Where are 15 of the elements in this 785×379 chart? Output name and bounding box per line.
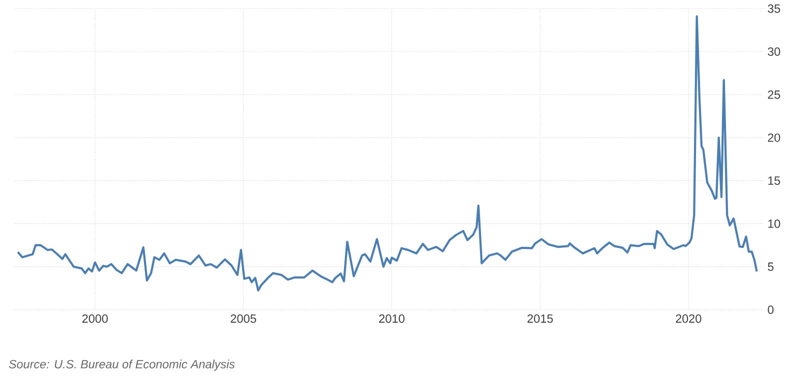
x-tick-label: 2000: [82, 314, 108, 323]
y-tick-label: 10: [768, 219, 780, 228]
x-tick-label: 2005: [230, 314, 256, 323]
y-tick-label: 30: [768, 47, 780, 56]
x-tick-label: 2010: [379, 314, 405, 323]
text: Source: U.S. Bureau of Economic Analysis: [8, 360, 235, 371]
line-series: [16, 15, 758, 292]
y-tick-label: 20: [768, 133, 780, 142]
y-tick-label: 5: [768, 262, 774, 271]
y-tick-label: 25: [768, 90, 780, 99]
x-tick-label: 2020: [676, 314, 702, 323]
y-tick-label: 35: [768, 4, 780, 13]
x-tick-label: 2015: [528, 314, 553, 323]
y-tick-label: 15: [768, 176, 780, 185]
y-tick-label: 0: [768, 305, 774, 314]
